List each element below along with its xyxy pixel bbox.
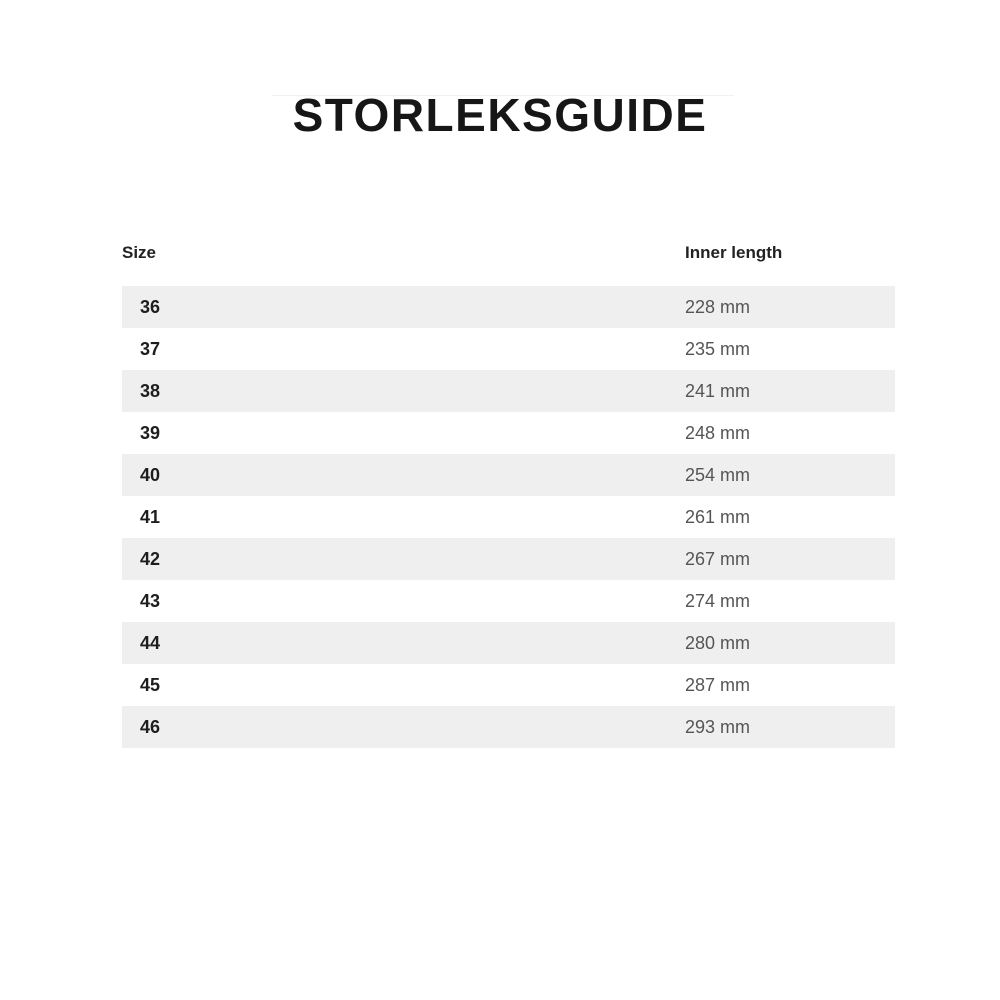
inner-length-cell: 261 mm — [685, 507, 751, 527]
size-cell: 36 — [140, 297, 161, 317]
table-row: 45 287 mm — [122, 664, 895, 706]
inner-length-cell: 274 mm — [685, 591, 751, 611]
size-cell: 42 — [140, 549, 161, 569]
inner-length-cell: 287 mm — [685, 675, 751, 695]
size-cell: 39 — [140, 423, 161, 443]
size-cell: 45 — [140, 675, 161, 695]
size-cell: 37 — [140, 339, 161, 359]
table-row: 42 267 mm — [122, 538, 895, 580]
title-divider — [272, 95, 734, 96]
inner-length-cell: 241 mm — [685, 381, 751, 401]
table-row: 46 293 mm — [122, 706, 895, 748]
table-row: 39 248 mm — [122, 412, 895, 454]
table-row: 37 235 mm — [122, 328, 895, 370]
table-row: 40 254 mm — [122, 454, 895, 496]
column-header-inner-length: Inner length — [685, 243, 783, 262]
inner-length-cell: 235 mm — [685, 339, 751, 359]
inner-length-cell: 228 mm — [685, 297, 751, 317]
inner-length-cell: 280 mm — [685, 633, 751, 653]
table-row: 43 274 mm — [122, 580, 895, 622]
inner-length-cell: 267 mm — [685, 549, 751, 569]
page-title: STORLEKSGUIDE — [292, 89, 708, 141]
inner-length-cell: 293 mm — [685, 717, 751, 737]
size-cell: 38 — [140, 381, 161, 401]
size-cell: 46 — [140, 717, 161, 737]
size-cell: 40 — [140, 465, 161, 485]
column-header-size: Size — [122, 243, 157, 262]
table-row: 38 241 mm — [122, 370, 895, 412]
size-cell: 44 — [140, 633, 161, 653]
table-row: 36 228 mm — [122, 286, 895, 328]
size-table: 36 228 mm 37 235 mm 38 241 mm 39 248 mm 40 254 mm… — [122, 286, 895, 748]
inner-length-cell: 254 mm — [685, 465, 751, 485]
table-row: 44 280 mm — [122, 622, 895, 664]
table-row: 41 261 mm — [122, 496, 895, 538]
inner-length-cell: 248 mm — [685, 423, 751, 443]
size-cell: 43 — [140, 591, 161, 611]
size-cell: 41 — [140, 507, 161, 527]
